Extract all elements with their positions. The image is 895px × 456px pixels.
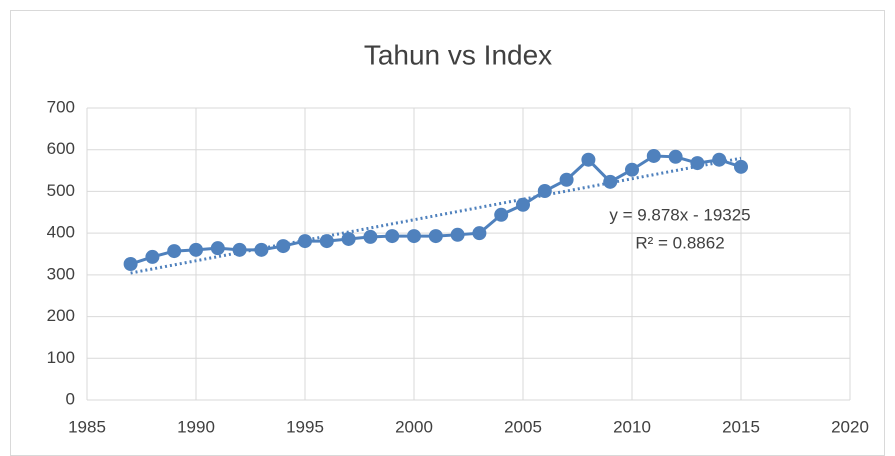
data-point xyxy=(145,249,160,264)
data-point xyxy=(537,184,552,199)
data-point xyxy=(319,234,334,249)
data-point xyxy=(646,148,661,163)
y-tick-label: 500 xyxy=(47,181,75,200)
data-point xyxy=(254,242,269,257)
data-point xyxy=(494,207,509,222)
x-tick-label: 1985 xyxy=(68,417,106,436)
data-point xyxy=(363,229,378,244)
data-point xyxy=(189,242,203,257)
data-point xyxy=(712,152,727,167)
x-tick-label: 1995 xyxy=(286,417,324,436)
data-point xyxy=(472,226,487,241)
data-point xyxy=(385,229,400,244)
data-point xyxy=(276,239,291,254)
data-point xyxy=(407,229,421,244)
data-point xyxy=(625,162,639,177)
trendline-r2: R² = 0.8862 xyxy=(635,233,724,252)
x-tick-label: 2020 xyxy=(831,417,869,436)
data-point xyxy=(516,197,530,212)
data-point xyxy=(734,159,748,174)
data-point xyxy=(232,242,247,257)
x-tick-label: 2010 xyxy=(613,417,651,436)
y-tick-label: 600 xyxy=(47,139,75,158)
y-tick-label: 300 xyxy=(47,264,75,283)
data-point xyxy=(690,156,705,171)
trendline-equation: y = 9.878x - 19325 xyxy=(609,205,750,224)
data-point xyxy=(559,172,574,187)
x-tick-label: 2015 xyxy=(722,417,760,436)
y-tick-label: 100 xyxy=(47,348,75,367)
data-point xyxy=(450,227,465,242)
data-point xyxy=(581,152,596,167)
y-tick-label: 400 xyxy=(47,223,75,242)
y-tick-label: 0 xyxy=(66,389,75,408)
data-point xyxy=(123,257,138,272)
data-point xyxy=(668,149,683,164)
y-tick-label: 700 xyxy=(47,97,75,116)
data-point xyxy=(603,174,618,189)
x-tick-label: 2005 xyxy=(504,417,542,436)
data-point xyxy=(210,241,225,256)
chart-title: Tahun vs Index xyxy=(364,39,552,70)
x-tick-label: 1990 xyxy=(177,417,215,436)
trendline xyxy=(130,156,742,275)
y-tick-label: 200 xyxy=(47,306,75,325)
data-point xyxy=(428,229,443,244)
data-point xyxy=(298,234,312,249)
data-point xyxy=(167,244,182,259)
x-tick-label: 2000 xyxy=(395,417,433,436)
data-point xyxy=(341,231,356,246)
